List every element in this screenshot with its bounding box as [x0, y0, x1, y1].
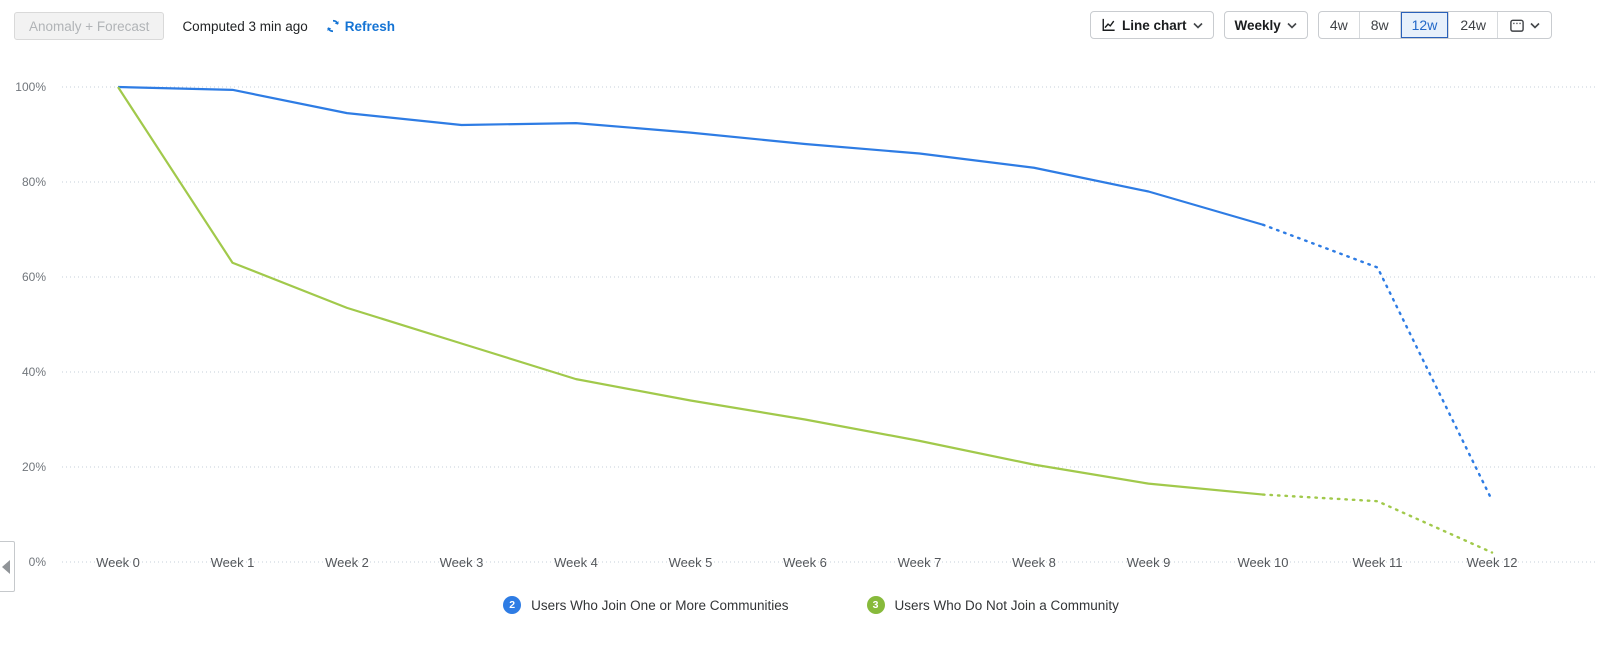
refresh-label: Refresh: [344, 18, 396, 34]
custom-date-range-dropdown[interactable]: [1497, 12, 1551, 38]
collapse-arrow-icon: [2, 559, 10, 574]
y-axis-tick-label: 20%: [22, 460, 46, 474]
chart-legend: 2 Users Who Join One or More Communities…: [0, 596, 1622, 614]
x-axis-tick-label: Week 9: [1127, 555, 1171, 570]
chart-type-dropdown[interactable]: Line chart: [1090, 11, 1214, 39]
x-axis-tick-label: Week 11: [1352, 555, 1402, 570]
range-button-8w[interactable]: 8w: [1358, 12, 1400, 38]
anomaly-forecast-button[interactable]: Anomaly + Forecast: [14, 12, 165, 40]
y-axis-tick-label: 0%: [29, 555, 47, 569]
range-button-4w[interactable]: 4w: [1329, 17, 1348, 33]
refresh-button[interactable]: Refresh: [326, 19, 395, 34]
y-axis-tick-label: 40%: [22, 365, 46, 379]
chart-type-label: Line chart: [1122, 17, 1187, 33]
interval-label: Weekly: [1234, 17, 1281, 33]
x-axis-tick-label: Week 2: [325, 555, 369, 570]
x-axis-tick-label: Week 4: [554, 555, 598, 570]
x-axis-tick-label: Week 6: [783, 555, 827, 570]
legend-item-joined-communities[interactable]: 2 Users Who Join One or More Communities: [503, 596, 789, 614]
y-axis-tick-label: 100%: [15, 80, 46, 94]
series-label: Users Who Do Not Join a Community: [894, 597, 1119, 613]
computed-timestamp: Computed 3 min ago: [182, 18, 308, 34]
legend-item-no-community[interactable]: 3 Users Who Do Not Join a Community: [866, 596, 1119, 614]
series-line-forecast: [1261, 223, 1494, 502]
range-button-group: 4w 8w 12w 24w: [1317, 11, 1552, 39]
chevron-down-icon: [1287, 22, 1297, 29]
series-badge: 3: [866, 596, 885, 614]
series-badge: 2: [503, 596, 522, 614]
chevron-down-icon: [1530, 22, 1540, 29]
x-axis-tick-label: Week 0: [96, 555, 140, 570]
series-line-solid: [117, 86, 1264, 496]
x-axis-tick-label: Week 5: [669, 555, 713, 570]
toolbar-left: Anomaly + Forecast Computed 3 min ago Re…: [14, 12, 395, 40]
calendar-icon: [1510, 19, 1524, 32]
series-label: Users Who Join One or More Communities: [531, 597, 789, 613]
x-axis-tick-label: Week 7: [898, 555, 942, 570]
series-line-solid: [117, 85, 1264, 226]
interval-dropdown[interactable]: Weekly: [1223, 11, 1308, 39]
x-axis-tick-label: Week 10: [1237, 555, 1288, 570]
series-line-forecast: [1261, 493, 1494, 554]
collapse-panel-button[interactable]: [0, 541, 15, 592]
y-axis-tick-label: 60%: [22, 270, 46, 284]
line-chart-icon: [1102, 18, 1115, 31]
x-axis-tick-label: Week 12: [1466, 555, 1517, 570]
y-axis-tick-label: 80%: [22, 175, 46, 189]
range-button-24w[interactable]: 24w: [1448, 12, 1497, 38]
x-axis-tick-label: Week 3: [440, 555, 484, 570]
range-button-12w[interactable]: 12w: [1399, 12, 1449, 38]
x-axis-tick-label: Week 1: [211, 555, 255, 570]
x-axis-tick-label: Week 8: [1012, 555, 1056, 570]
refresh-icon: [326, 19, 339, 33]
chevron-down-icon: [1192, 22, 1203, 29]
toolbar-right: Line chart Weekly 4w 8w 12w 24w: [1090, 11, 1552, 39]
